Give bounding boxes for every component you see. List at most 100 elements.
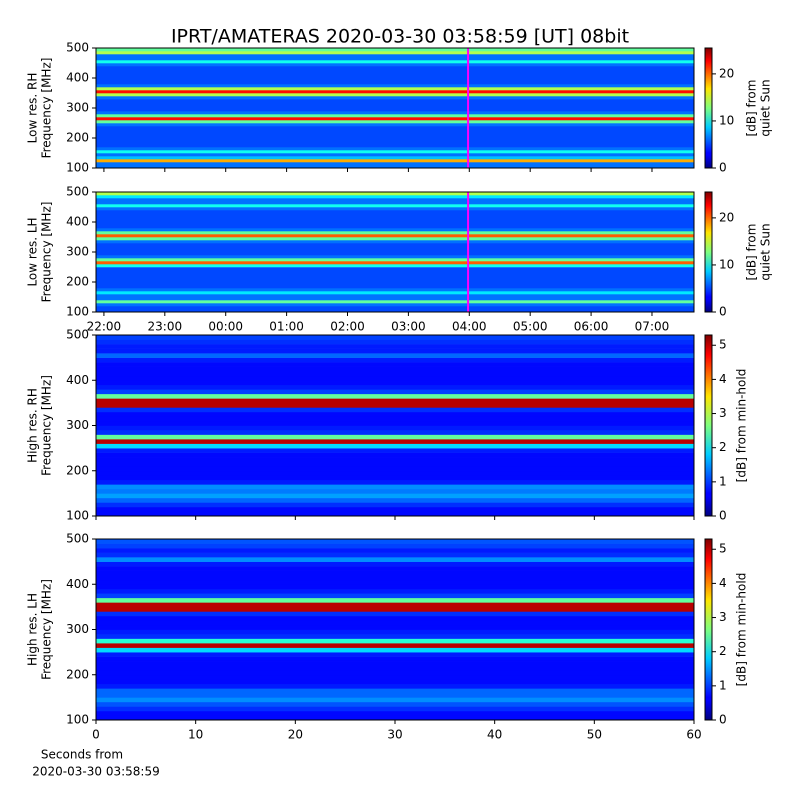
heatmap-cell — [96, 475, 694, 481]
heatmap-cell — [96, 665, 694, 671]
x-axis-label: 2020-03-30 03:58:59 — [32, 765, 159, 779]
y-tick-label: 200 — [66, 463, 89, 477]
heatmap-cell — [96, 144, 694, 148]
heatmap-cell — [96, 288, 694, 292]
y-tick-label: 200 — [66, 667, 89, 681]
heatmap-cell — [96, 506, 694, 512]
heatmap-cell — [96, 688, 694, 694]
x-tick-label: 50 — [587, 728, 602, 742]
colorbar-tick-label: 0 — [719, 161, 727, 175]
heatmap-cell — [96, 213, 694, 217]
heatmap-cell — [96, 511, 694, 517]
y-axis-label: High res. RH — [26, 388, 40, 463]
heatmap-cell — [96, 192, 694, 196]
heatmap-cell — [96, 276, 694, 280]
x-tick-label: 01:00 — [269, 320, 304, 334]
heatmap-cell — [96, 543, 694, 549]
x-tick-label: 20 — [288, 728, 303, 742]
y-axis-label: Frequency [MHz] — [40, 58, 54, 159]
x-tick-label: 07:00 — [635, 320, 670, 334]
heatmap-cell — [96, 267, 694, 271]
y-tick-label: 500 — [66, 185, 89, 199]
heatmap-cell — [96, 398, 694, 404]
heatmap-cell — [96, 225, 694, 229]
heatmap-cell — [96, 493, 694, 499]
heatmap-cell — [96, 443, 694, 449]
heatmap-cell — [96, 420, 694, 426]
heatmap-cell — [96, 51, 694, 55]
heatmap-cell — [96, 120, 694, 124]
heatmap-cell — [96, 210, 694, 214]
heatmap-cell — [96, 138, 694, 142]
heatmap-cell — [96, 222, 694, 226]
y-axis-label: Low res. RH — [26, 73, 40, 144]
heatmap-cell — [96, 300, 694, 304]
y-tick-label: 500 — [66, 532, 89, 546]
heatmap-cell — [96, 439, 694, 444]
x-tick-label: 10 — [188, 728, 203, 742]
colorbar — [704, 47, 713, 169]
colorbar-label: [dB] from min-hold — [735, 369, 749, 483]
heatmap-cell — [96, 156, 694, 160]
heatmap-cell — [96, 282, 694, 286]
colorbar-tick-label: 20 — [719, 66, 734, 80]
colorbar — [704, 334, 713, 517]
heatmap-cell — [96, 579, 694, 585]
x-tick-label: 40 — [487, 728, 502, 742]
heatmap-cell — [96, 123, 694, 127]
colorbar-label: [dB] from min-hold — [735, 573, 749, 687]
x-tick-label: 04:00 — [452, 320, 487, 334]
heatmap-cell — [96, 111, 694, 115]
heatmap-cell — [96, 674, 694, 680]
heatmap-cell — [96, 57, 694, 61]
heatmap-cell — [96, 102, 694, 106]
heatmap-cell — [96, 353, 694, 358]
y-tick-label: 300 — [66, 622, 89, 636]
heatmap-cell — [96, 162, 694, 166]
x-tick-label: 02:00 — [330, 320, 365, 334]
colorbar-label: [dB] from — [745, 80, 759, 137]
heatmap-cell — [96, 470, 694, 476]
y-tick-label: 400 — [66, 577, 89, 591]
heatmap-cell — [96, 339, 694, 345]
colorbar-label: [dB] from — [745, 224, 759, 281]
y-tick-label: 500 — [66, 41, 89, 55]
heatmap-cell — [96, 129, 694, 133]
heatmap-cell — [96, 201, 694, 205]
heatmap-cell — [96, 384, 694, 390]
heatmap-cell — [96, 153, 694, 157]
heatmap-cell — [96, 701, 694, 707]
heatmap-cell — [96, 228, 694, 232]
colorbar — [704, 191, 713, 313]
heatmap-cell — [96, 638, 694, 644]
heatmap-cell — [96, 48, 694, 52]
heatmap-cell — [96, 78, 694, 82]
heatmap-cell — [96, 126, 694, 130]
heatmap-cell — [96, 584, 694, 590]
heatmap-cell — [96, 195, 694, 199]
y-tick-label: 100 — [66, 305, 89, 319]
x-tick-label: 05:00 — [513, 320, 548, 334]
heatmap-cell — [96, 371, 694, 377]
colorbar-tick-label: 2 — [719, 644, 727, 658]
heatmap-cell — [96, 309, 694, 313]
heatmap-cell — [96, 715, 694, 721]
heatmap-cell — [96, 643, 694, 648]
heatmap-cell — [96, 90, 694, 94]
heatmap-cell — [96, 615, 694, 621]
colorbar-tick-label: 1 — [719, 474, 727, 488]
heatmap-cell — [96, 692, 694, 698]
heatmap-cell — [96, 273, 694, 277]
heatmap-cell — [96, 207, 694, 211]
heatmap-cell — [96, 416, 694, 422]
heatmap-cell — [96, 402, 694, 408]
heatmap-cell — [96, 240, 694, 244]
heatmap-cell — [96, 66, 694, 70]
colorbar-tick-label: 0 — [719, 509, 727, 523]
heatmap-cell — [96, 243, 694, 247]
heatmap-cell — [96, 285, 694, 289]
heatmap-cell — [96, 237, 694, 241]
heatmap-cell — [96, 141, 694, 145]
heatmap-cell — [96, 117, 694, 121]
heatmap-cell — [96, 132, 694, 136]
